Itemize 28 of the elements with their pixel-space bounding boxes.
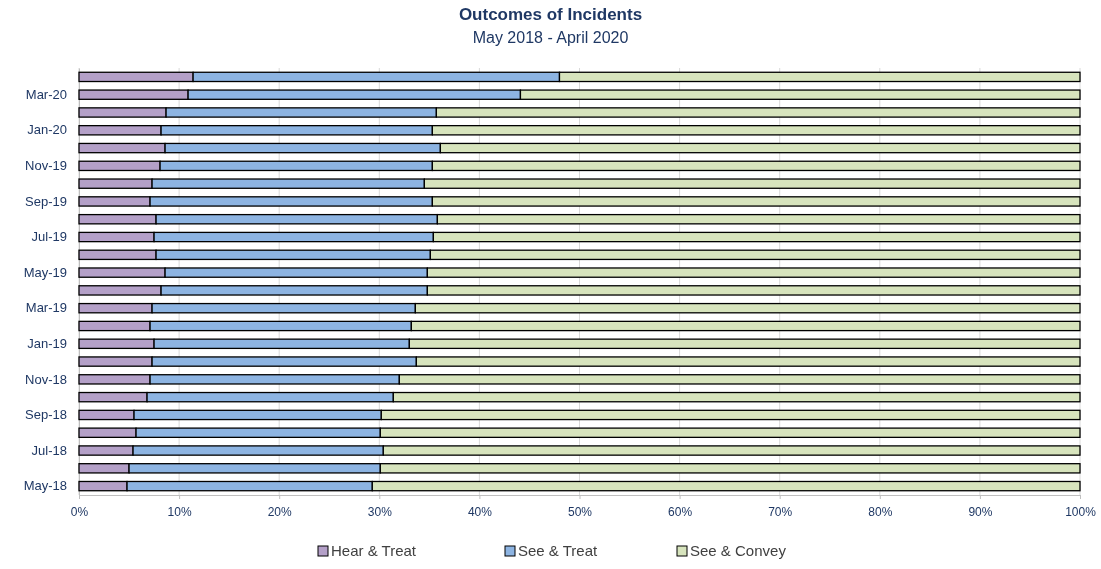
- y-tick-label: Nov-18: [25, 371, 67, 387]
- x-tick-label: 0%: [70, 505, 89, 520]
- legend-label: See & Convey: [690, 542, 787, 559]
- x-tick-label: 60%: [668, 505, 693, 520]
- y-tick-label: Mar-20: [25, 86, 67, 102]
- x-tick-label: 10%: [167, 505, 192, 520]
- y-tick-label: May-19: [23, 264, 67, 280]
- x-tick-label: 30%: [367, 505, 393, 520]
- x-tick-label: 40%: [467, 505, 493, 520]
- legend-label: Hear & Treat: [331, 542, 417, 559]
- x-tick-label: 100%: [1065, 505, 1097, 520]
- y-tick-label: Sep-18: [25, 407, 67, 423]
- x-tick-label: 50%: [567, 505, 593, 520]
- y-tick-label: May-18: [23, 478, 67, 494]
- y-tick-label: Jan-20: [27, 122, 67, 138]
- y-tick-label: Nov-19: [25, 158, 67, 174]
- y-tick-label: Jul-19: [31, 229, 67, 245]
- y-tick-label: Jul-18: [31, 442, 67, 458]
- y-tick-label: Mar-19: [25, 300, 67, 316]
- y-tick-label: Sep-19: [25, 193, 67, 209]
- x-tick-label: 80%: [868, 505, 893, 520]
- chart-subtitle: May 2018 - April 2020: [472, 29, 629, 46]
- x-tick-label: 90%: [968, 505, 993, 520]
- chart-title: Outcomes of Incidents: [458, 5, 643, 24]
- y-tick-label: Jan-19: [27, 335, 67, 351]
- x-tick-label: 70%: [768, 505, 793, 520]
- legend-label: See & Treat: [518, 542, 599, 559]
- x-tick-label: 20%: [267, 505, 293, 520]
